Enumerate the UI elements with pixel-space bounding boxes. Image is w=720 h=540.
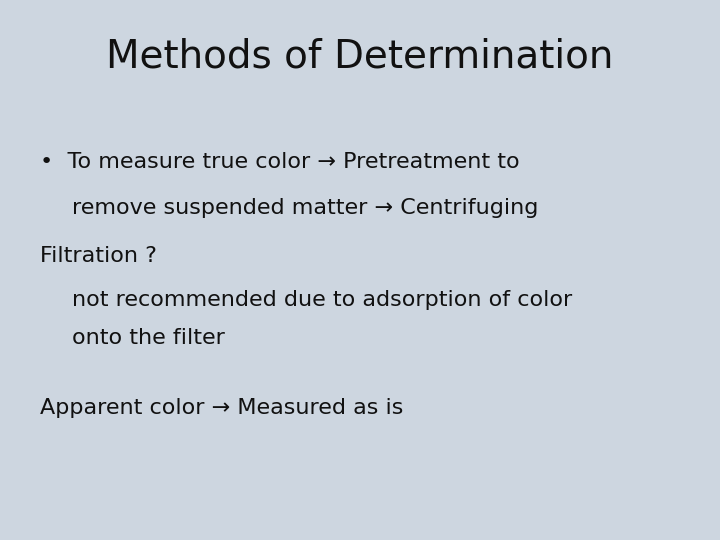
Text: Filtration ?: Filtration ? (40, 246, 156, 267)
Text: Apparent color → Measured as is: Apparent color → Measured as is (40, 397, 403, 418)
Text: •  To measure true color → Pretreatment to: • To measure true color → Pretreatment t… (40, 152, 519, 172)
Text: remove suspended matter → Centrifuging: remove suspended matter → Centrifuging (72, 198, 539, 218)
Text: Methods of Determination: Methods of Determination (107, 38, 613, 76)
Text: not recommended due to adsorption of color: not recommended due to adsorption of col… (72, 289, 572, 310)
Text: onto the filter: onto the filter (72, 327, 225, 348)
